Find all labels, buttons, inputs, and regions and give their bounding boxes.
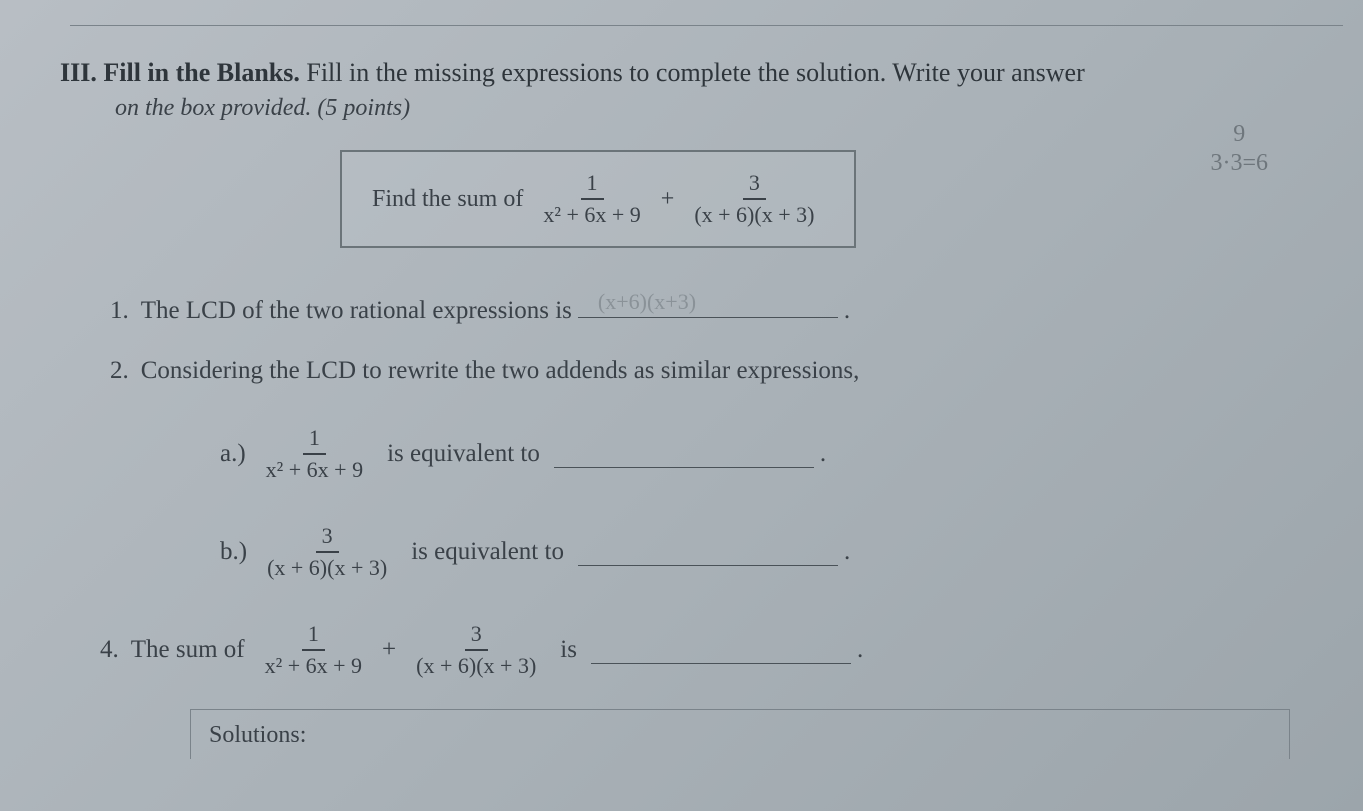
q2b-denominator: (x + 6)(x + 3) (261, 553, 393, 581)
frac1-numerator: 1 (581, 170, 604, 200)
q2a-text: is equivalent to (387, 440, 540, 468)
solutions-label: Solutions: (209, 722, 306, 748)
q4-frac1-num: 1 (302, 621, 325, 651)
instructions-cont: on the box provided. (115, 95, 311, 121)
handwriting-margin: 9 3·3=6 (1210, 120, 1268, 178)
problem-lead: Find the sum of (372, 186, 523, 213)
points-label: (5 points) (317, 95, 410, 121)
fraction-2: 3 (x + 6)(x + 3) (688, 170, 820, 228)
q4-frac2-den: (x + 6)(x + 3) (410, 651, 542, 679)
q4-frac2-num: 3 (465, 621, 488, 651)
section-header: III. Fill in the Blanks. Fill in the mis… (60, 55, 1303, 91)
q2a-blank[interactable] (554, 440, 814, 468)
q2b-text: is equivalent to (411, 538, 564, 566)
q1-text: The LCD of the two rational expressions … (141, 297, 572, 325)
q4-lead: The sum of (131, 636, 245, 664)
q2b-numerator: 3 (316, 523, 339, 553)
q2a-label: a.) (220, 440, 246, 468)
top-border (70, 8, 1343, 26)
question-2a: a.) 1 x² + 6x + 9 is equivalent to . (220, 425, 1303, 483)
q4-number: 4. (100, 636, 119, 664)
handwriting-line2: 3·3=6 (1210, 149, 1268, 178)
problem-statement: Find the sum of 1 x² + 6x + 9 + 3 (x + 6… (372, 170, 824, 228)
handwriting-line1: 9 (1210, 120, 1268, 149)
q2b-blank[interactable] (578, 538, 838, 566)
frac1-denominator: x² + 6x + 9 (537, 200, 646, 228)
q2-number: 2. (110, 357, 129, 385)
q2a-end: . (820, 440, 826, 468)
q1-handwritten-answer: (x+6)(x+3) (598, 289, 696, 315)
question-4: 4. The sum of 1 x² + 6x + 9 + 3 (x + 6)(… (100, 621, 1303, 679)
q4-frac1-den: x² + 6x + 9 (259, 651, 368, 679)
q1-blank[interactable]: (x+6)(x+3) (578, 290, 838, 318)
q2b-fraction: 3 (x + 6)(x + 3) (261, 523, 393, 581)
frac2-numerator: 3 (743, 170, 766, 200)
q4-end: . (857, 636, 863, 664)
q4-operator: + (382, 636, 396, 664)
section-title-bold: Fill in the Blanks. (103, 58, 300, 87)
instructions-text: Fill in the missing expressions to compl… (306, 58, 1084, 87)
problem-box: Find the sum of 1 x² + 6x + 9 + 3 (x + 6… (340, 150, 856, 248)
q2b-end: . (844, 538, 850, 566)
question-1: 1. The LCD of the two rational expressio… (110, 290, 1303, 325)
q4-text: is (560, 636, 577, 664)
q4-blank[interactable] (591, 636, 851, 664)
q2b-label: b.) (220, 538, 247, 566)
q2a-denominator: x² + 6x + 9 (260, 455, 369, 483)
q1-number: 1. (110, 297, 129, 325)
section-number: III. (60, 58, 97, 87)
q4-fraction-2: 3 (x + 6)(x + 3) (410, 621, 542, 679)
question-2: 2. Considering the LCD to rewrite the tw… (110, 357, 1303, 385)
q2a-fraction: 1 x² + 6x + 9 (260, 425, 369, 483)
fraction-1: 1 x² + 6x + 9 (537, 170, 646, 228)
q4-fraction-1: 1 x² + 6x + 9 (259, 621, 368, 679)
q1-end: . (844, 297, 850, 325)
instructions-line2: on the box provided. (5 points) (115, 95, 1303, 122)
frac2-denominator: (x + 6)(x + 3) (688, 200, 820, 228)
solutions-box: Solutions: (190, 709, 1290, 759)
question-2b: b.) 3 (x + 6)(x + 3) is equivalent to . (220, 523, 1303, 581)
q2a-numerator: 1 (303, 425, 326, 455)
q2-text: Considering the LCD to rewrite the two a… (141, 357, 860, 385)
plus-operator: + (661, 186, 675, 213)
